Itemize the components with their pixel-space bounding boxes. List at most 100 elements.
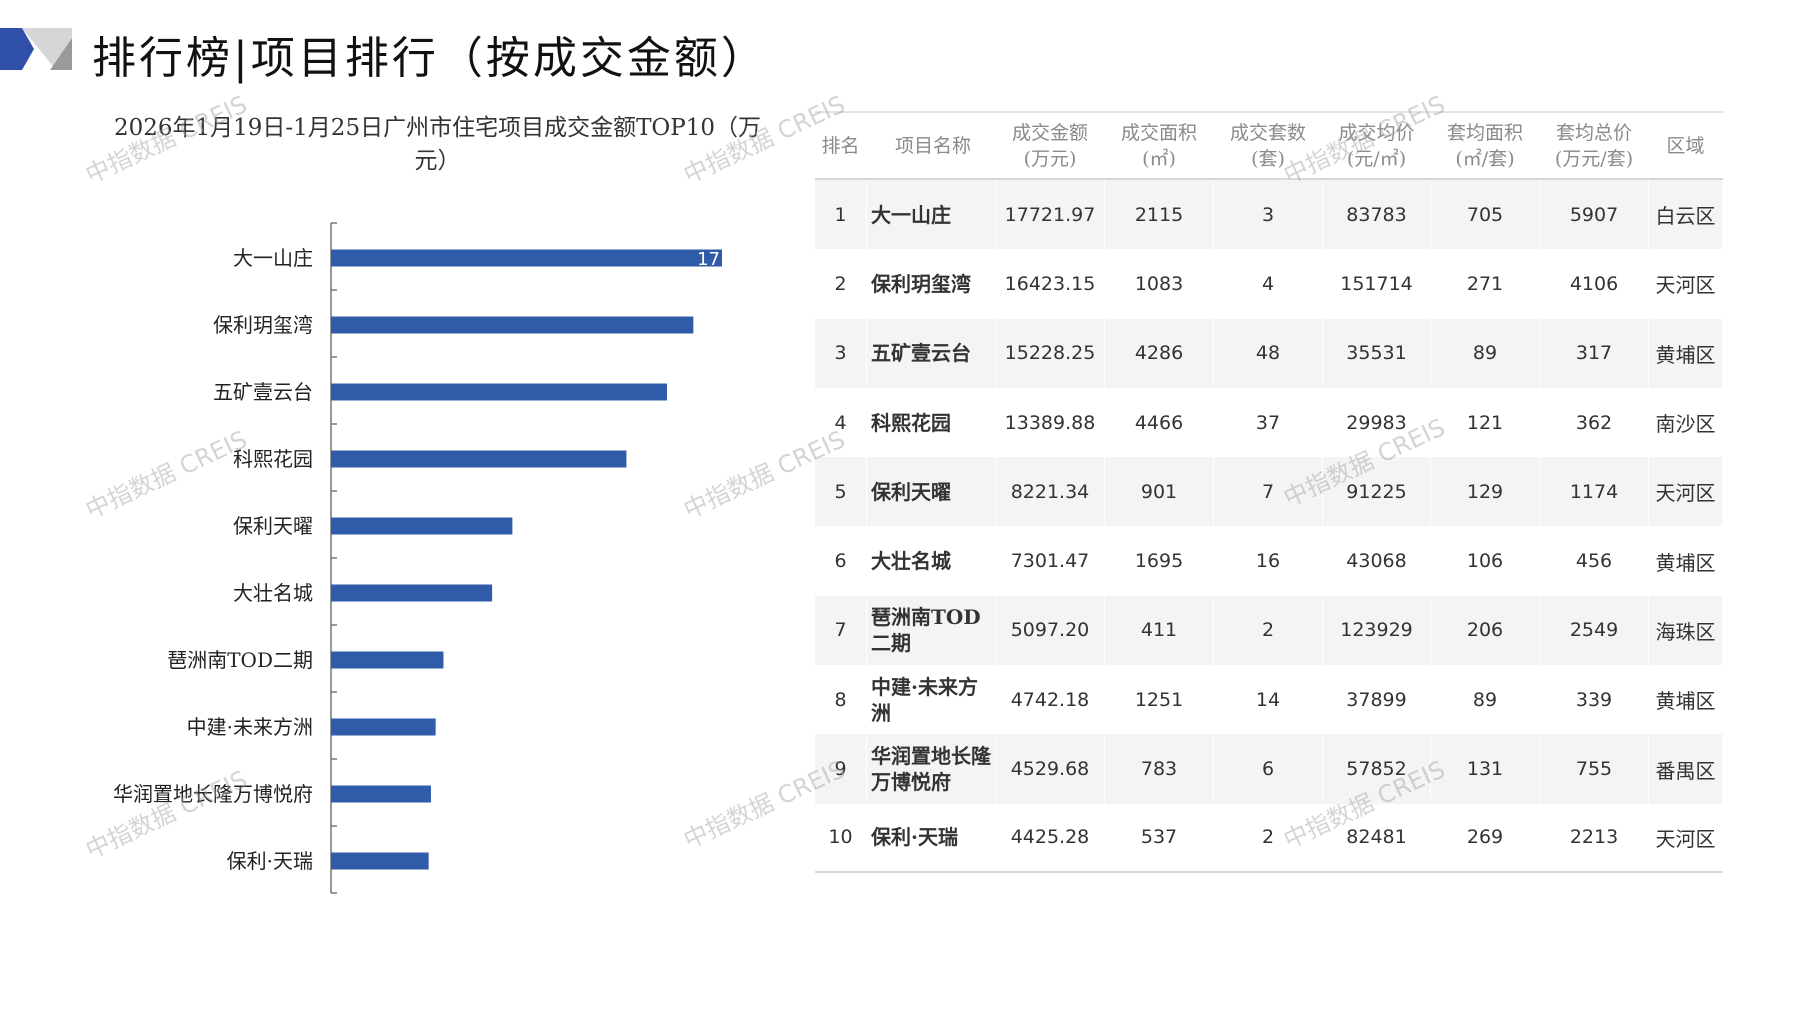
table-cell: 4466 (1105, 387, 1214, 458)
cell-text: 4286 (1134, 342, 1184, 365)
category-label: 华润置地长隆万博悦府 (113, 782, 313, 806)
cell-text: 科熙花园 (871, 410, 951, 435)
cell-text: 37 (1255, 411, 1281, 434)
cell-text: 29983 (1346, 411, 1407, 434)
header-line2: (元/㎡) (1346, 147, 1407, 170)
table-cell: 206 (1431, 595, 1540, 666)
cell-text: 317 (1575, 342, 1613, 365)
table-cell: 琶洲南TOD二期 (867, 595, 996, 666)
cell-text: 5907 (1569, 203, 1619, 226)
header-line2: (套) (1251, 147, 1285, 170)
table-cell: 8221.34 (996, 457, 1105, 527)
table-cell: 天河区 (1649, 803, 1723, 871)
cell-text: 大一山庄 (871, 202, 951, 227)
cell-text: 5 (834, 480, 847, 503)
data-label: 17 (697, 249, 720, 270)
cell-text: 16423.15 (1004, 272, 1096, 295)
table-cell: 2115 (1105, 180, 1214, 250)
table-cell: 2 (815, 249, 867, 319)
table-cell: 南沙区 (1649, 387, 1723, 458)
cell-text: 57852 (1346, 758, 1407, 781)
table-cell: 89 (1431, 665, 1540, 735)
cell-text: 黄埔区 (1655, 342, 1716, 367)
cell-text: 天河区 (1655, 273, 1716, 298)
cell-text: 7 (1261, 480, 1275, 503)
table-cell: 大壮名城 (867, 526, 996, 596)
table-cell: 14 (1214, 665, 1323, 735)
table-cell: 4742.18 (996, 665, 1105, 735)
cell-text: 269 (1466, 826, 1504, 849)
page-title: 排行榜|项目排行（按成交金额） (92, 33, 768, 84)
table-cell: 83783 (1323, 180, 1431, 250)
table-cell: 269 (1431, 803, 1540, 871)
cell-text: 129 (1466, 480, 1504, 503)
table-row: 7 琶洲南TOD二期 5097.20 411 2 123929 206 2549 海珠区 (815, 595, 1723, 666)
bar (331, 316, 694, 334)
cell-text: 保利天曜 (871, 479, 951, 504)
cell-text: 411 (1140, 619, 1178, 642)
bar (331, 852, 429, 870)
cell-text: 4106 (1569, 272, 1619, 295)
cell-text: 16 (1255, 550, 1281, 573)
table-cell: 4 (815, 387, 867, 458)
category-label: 保利玥玺湾 (213, 313, 313, 337)
table-cell: 411 (1105, 595, 1214, 666)
column-header: 套均总价 (万元/套) (1540, 113, 1649, 178)
table-cell: 35531 (1323, 318, 1431, 388)
table-cell: 8 (815, 665, 867, 735)
cell-text: 456 (1575, 550, 1613, 573)
table-cell: 16423.15 (996, 249, 1105, 319)
cell-text: 番禺区 (1655, 758, 1716, 783)
column-header: 成交面积 (㎡) (1105, 113, 1214, 178)
table-cell: 6 (1214, 734, 1323, 804)
table-row: 1 大一山庄 17721.97 2115 3 83783 705 5907 白云区 (815, 180, 1723, 250)
table-cell: 755 (1540, 734, 1649, 804)
cell-text: 保利玥玺湾 (871, 271, 971, 296)
table-cell: 2213 (1540, 803, 1649, 871)
table-cell: 保利·天瑞 (867, 803, 996, 871)
table-cell: 科熙花园 (867, 387, 996, 458)
cell-text: 琶洲南TOD二期 (871, 605, 981, 656)
cell-text: 8 (834, 688, 847, 711)
table-row: 9 华润置地长隆万博悦府 4529.68 783 6 57852 131 755 番禺区 (815, 734, 1723, 804)
bar (331, 249, 722, 267)
table-cell: 1083 (1105, 249, 1214, 319)
cell-text: 106 (1466, 550, 1504, 573)
header-line1: 排名 (821, 134, 860, 157)
cell-text: 4 (1261, 272, 1275, 295)
cell-text: 5097.20 (1010, 619, 1090, 642)
table-cell: 4425.28 (996, 803, 1105, 871)
table-header: 排名 项目名称 成交金额 (万元) 成交面积 (㎡) 成交套数 (套) 成交均价 (元/㎡) 套均面… (815, 113, 1723, 180)
table-cell: 43068 (1323, 526, 1431, 596)
table-cell: 黄埔区 (1649, 665, 1723, 735)
cell-text: 2549 (1569, 619, 1619, 642)
cell-text: 海珠区 (1655, 619, 1716, 644)
cell-text: 362 (1575, 411, 1613, 434)
category-label: 保利·天瑞 (227, 849, 313, 873)
table-cell: 中建·未来方洲 (867, 665, 996, 735)
cell-text: 14 (1255, 688, 1281, 711)
cell-text: 2115 (1134, 203, 1184, 226)
cell-text: 537 (1140, 826, 1178, 849)
cell-text: 华润置地长隆万博悦府 (871, 744, 991, 795)
table-cell: 4529.68 (996, 734, 1105, 804)
table-cell: 89 (1431, 318, 1540, 388)
cell-text: 2213 (1569, 826, 1619, 849)
cell-text: 9 (834, 758, 847, 781)
cell-text: 4 (834, 411, 847, 434)
cell-text: 705 (1466, 203, 1504, 226)
header-line1: 成交均价 (1338, 121, 1415, 144)
table-row: 10 保利·天瑞 4425.28 537 2 82481 269 2213 天河区 (815, 803, 1723, 873)
table-cell: 456 (1540, 526, 1649, 596)
cell-text: 82481 (1346, 826, 1407, 849)
table-cell: 37 (1214, 387, 1323, 458)
cell-text: 五矿壹云台 (871, 341, 971, 366)
table-row: 5 保利天曜 8221.34 901 7 91225 129 1174 天河区 (815, 457, 1723, 527)
cell-text: 339 (1575, 688, 1613, 711)
table-cell: 5 (815, 457, 867, 527)
table-row: 4 科熙花园 13389.88 4466 37 29983 121 362 南沙区 (815, 387, 1723, 458)
chart-title-line1: 2026年1月19日-1月25日广州市住宅项目成交金额TOP10（万 (113, 115, 762, 141)
table-cell: 5097.20 (996, 595, 1105, 666)
table-cell: 129 (1431, 457, 1540, 527)
bar (331, 383, 667, 401)
